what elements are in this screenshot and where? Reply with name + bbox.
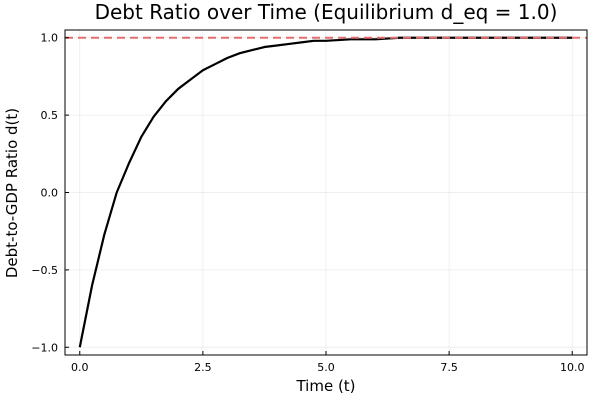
- grid: [65, 30, 587, 355]
- y-tick-label: 0.0: [41, 187, 59, 200]
- y-tick-label: 0.5: [41, 109, 59, 122]
- y-axis-label: Debt-to-GDP Ratio d(t): [3, 108, 21, 278]
- y-tick-label: −0.5: [31, 264, 58, 277]
- x-axis: 0.0 2.5 5.0 7.5 10.0: [71, 351, 584, 374]
- x-tick-label: 7.5: [440, 361, 458, 374]
- y-tick-label: −1.0: [31, 341, 58, 354]
- chart-title: Debt Ratio over Time (Equilibrium d_eq =…: [95, 0, 558, 24]
- series-layer: [65, 36, 587, 348]
- x-tick-label: 10.0: [560, 361, 585, 374]
- x-tick-label: 2.5: [194, 361, 212, 374]
- y-tick-label: 1.0: [41, 32, 59, 45]
- x-tick-label: 0.0: [71, 361, 89, 374]
- y-axis: −1.0 −0.5 0.0 0.5 1.0: [31, 32, 69, 354]
- x-axis-label: Time (t): [295, 377, 355, 395]
- x-tick-label: 5.0: [317, 361, 335, 374]
